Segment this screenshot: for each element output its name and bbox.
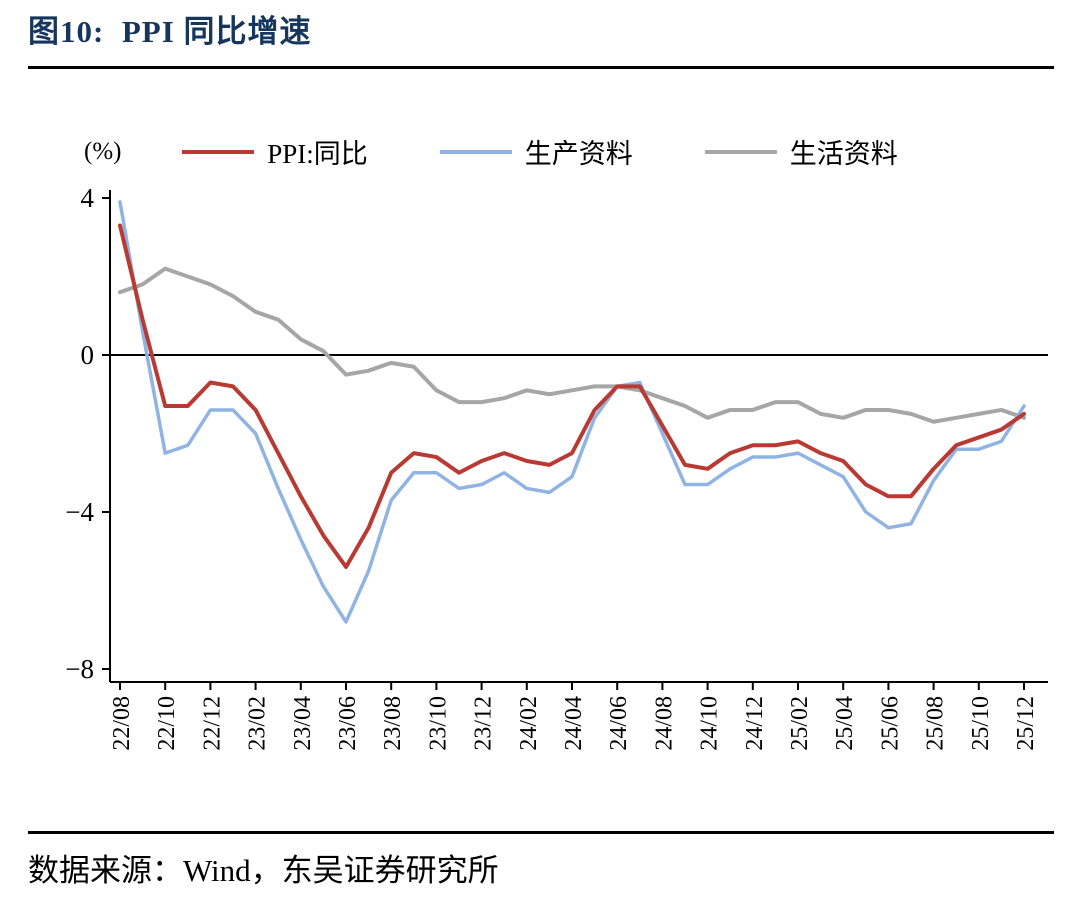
x-tick-label: 24/04 <box>561 696 587 751</box>
x-tick-label: 22/10 <box>154 696 180 751</box>
x-tick-label: 25/04 <box>832 696 858 751</box>
x-tick-label: 25/10 <box>968 696 994 751</box>
x-tick-label: 24/02 <box>516 696 542 751</box>
x-tick-label: 22/08 <box>109 696 135 751</box>
ppi-line-chart: 4 0 −4 −8 22/08 22/10 22/12 23/02 23/04 23/06 23/… <box>0 0 1080 902</box>
x-tick-label: 24/06 <box>606 696 632 751</box>
x-tick-label: 24/10 <box>697 696 723 751</box>
series-line-0 <box>120 225 1024 566</box>
x-tick-label: 23/02 <box>245 696 271 751</box>
x-tick-label: 24/12 <box>742 696 768 751</box>
x-tick-label: 23/06 <box>335 696 361 751</box>
x-tick-label: 23/12 <box>471 696 497 751</box>
y-tick-label: 4 <box>81 183 95 213</box>
figure-page: 图10: PPI 同比增速 (%) PPI:同比 生产资料 生活资料 40−4−… <box>0 0 1080 902</box>
x-tick-label: 22/12 <box>199 696 225 751</box>
x-tick-label: 23/08 <box>380 696 406 751</box>
y-tick-label: −4 <box>65 497 94 527</box>
series-lines <box>120 202 1024 622</box>
x-tick-label: 25/02 <box>787 696 813 751</box>
data-source-note: 数据来源：Wind，东吴证券研究所 <box>28 845 499 890</box>
chart-axes <box>102 190 1048 690</box>
x-tick-label: 25/12 <box>1013 696 1039 751</box>
bottom-divider <box>28 831 1054 834</box>
y-tick-label: 0 <box>81 340 95 370</box>
x-tick-labels: 22/08 22/10 22/12 23/02 23/04 23/06 23/08 23/10… <box>109 696 1039 751</box>
x-tick-label: 23/10 <box>425 696 451 751</box>
y-tick-labels: 4 0 −4 −8 <box>65 183 94 684</box>
x-tick-label: 25/08 <box>923 696 949 751</box>
x-tick-label: 23/04 <box>290 696 316 751</box>
series-line-2 <box>120 269 1024 422</box>
x-tick-label: 24/08 <box>651 696 677 751</box>
x-tick-label: 25/06 <box>877 696 903 751</box>
y-tick-label: −8 <box>65 654 94 684</box>
